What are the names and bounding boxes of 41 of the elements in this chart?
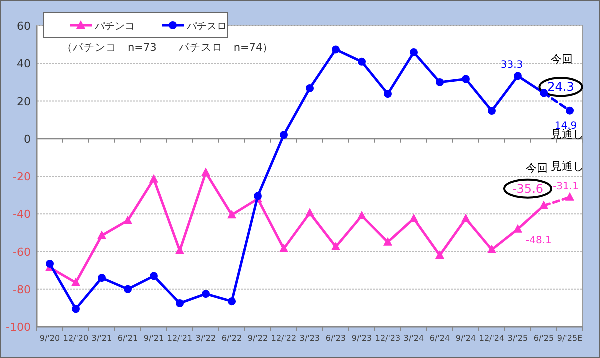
legend-label: パチンコ: [94, 22, 135, 32]
y-tick-label: 40: [17, 58, 31, 71]
x-tick-label: 9/'25E: [557, 334, 583, 343]
x-tick-label: 12/'21: [167, 334, 193, 343]
x-tick-label: 9/'21: [144, 334, 164, 343]
annotation: （パチンコ n=73 パチスロ n=74）: [62, 42, 274, 54]
x-tick-label: 12/'22: [271, 334, 297, 343]
data-label: -48.1: [526, 235, 552, 246]
annotation: 今回: [526, 162, 548, 175]
x-tick-label: 12/'24: [479, 334, 505, 343]
x-tick-label: 6/'21: [118, 334, 138, 343]
y-tick-label: 0: [24, 132, 31, 146]
x-tick-label: 12/'20: [63, 334, 89, 343]
data-label: -35.6: [512, 182, 544, 196]
data-label: -31.1: [553, 181, 579, 192]
data-label: 33.3: [500, 60, 524, 72]
y-tick-label: -100: [6, 321, 31, 334]
x-tick-label: 3/'21: [92, 334, 112, 343]
y-tick-label: -80: [13, 283, 31, 296]
x-tick-label: 6/'24: [430, 334, 450, 343]
x-tick-label: 6/'22: [222, 334, 242, 343]
annotation: 今回: [551, 53, 573, 66]
x-tick-label: 6/'25: [534, 334, 554, 343]
x-tick-label: 9/'23: [352, 334, 372, 343]
y-tick-label: -40: [13, 208, 31, 222]
legend-label: パチスロ: [186, 22, 227, 32]
x-tick-label: 3/'25: [508, 334, 528, 343]
x-tick-label: 9/'24: [456, 334, 476, 343]
data-label: 24.3: [548, 80, 574, 94]
y-tick-label: -20: [13, 170, 31, 184]
x-tick-label: 3/'23: [300, 334, 320, 343]
x-tick-label: 6/'23: [326, 334, 346, 343]
y-tick-label: 20: [17, 95, 31, 108]
x-tick-label: 3/'22: [196, 334, 216, 343]
x-tick-label: 12/'23: [375, 334, 401, 343]
y-tick-label: 60: [17, 20, 31, 33]
x-tick-label: 9/'22: [248, 334, 268, 343]
annotation: 見通し: [551, 160, 584, 173]
y-tick-label: -60: [13, 246, 31, 259]
x-tick-label: 9/'20: [40, 334, 60, 343]
x-tick-label: 3/'24: [404, 334, 424, 343]
